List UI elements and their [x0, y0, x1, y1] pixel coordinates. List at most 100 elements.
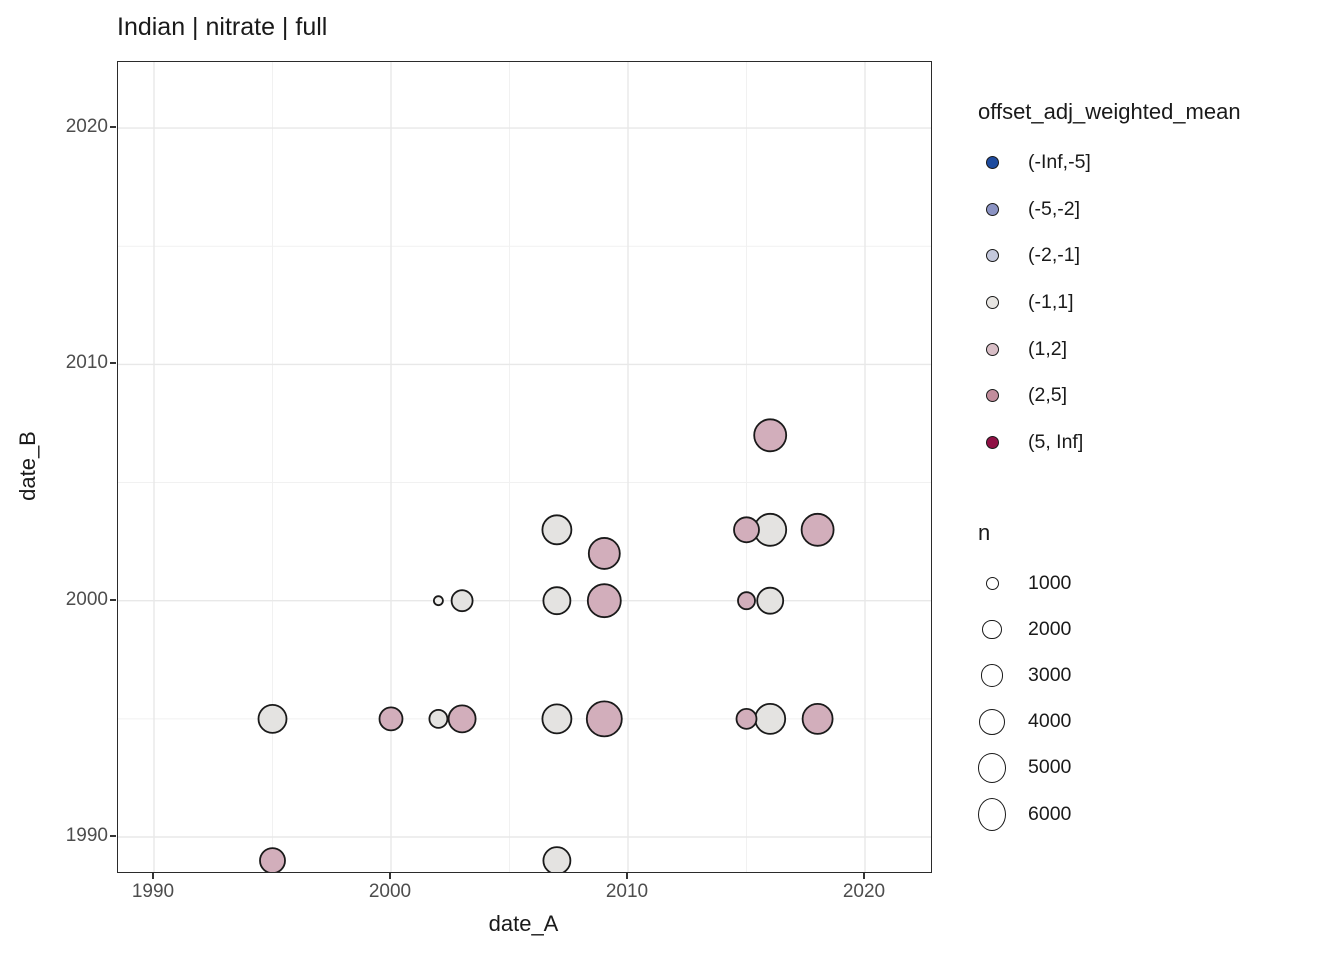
size-legend-label: 3000	[1028, 663, 1072, 686]
size-legend-item: 1000	[978, 560, 1338, 606]
color-legend-items: (-Inf,-5] (-5,-2] (-2,-1] (-1,1] (1,2] (2,5] (…	[978, 139, 1338, 466]
y-tick-label: 2020	[65, 116, 108, 138]
data-point	[428, 708, 449, 729]
size-legend-item: 3000	[978, 652, 1338, 698]
size-legend-label: 4000	[1028, 710, 1072, 733]
color-key-icon	[978, 285, 1006, 319]
data-point	[450, 589, 474, 613]
color-key-dot-icon	[985, 249, 999, 263]
size-legend-label: 5000	[1028, 756, 1072, 779]
x-tick-label: 2010	[605, 881, 649, 902]
data-point	[585, 700, 623, 738]
size-key-circle-icon	[978, 797, 1006, 831]
data-point	[586, 583, 622, 619]
x-tick-mark	[626, 873, 628, 879]
data-point	[735, 707, 758, 730]
color-legend-label: (2,5]	[1028, 384, 1068, 407]
data-point	[378, 706, 404, 732]
color-legend-item: (-2,-1]	[978, 232, 1338, 279]
size-legend-item: 2000	[978, 606, 1338, 652]
size-legend-items: 1000 2000 3000 4000 5000 6000	[978, 560, 1338, 837]
color-key-dot-icon	[985, 342, 999, 356]
size-key-icon	[978, 612, 1006, 646]
data-point	[737, 591, 756, 611]
data-point	[542, 846, 572, 872]
x-tick-mark	[863, 873, 865, 879]
y-tick-label: 1990	[65, 825, 108, 846]
x-tick-mark	[389, 873, 391, 879]
size-key-icon	[978, 705, 1006, 739]
color-key-icon	[978, 145, 1006, 179]
color-legend-label: (-Inf,-5]	[1028, 150, 1091, 173]
color-legend-item: (1,2]	[978, 326, 1338, 373]
data-point	[432, 595, 444, 607]
x-axis-title: date_A	[488, 911, 559, 936]
size-legend-title: n	[978, 520, 991, 545]
size-key-circle-icon	[979, 708, 1005, 735]
color-legend-label: (-5,-2]	[1028, 197, 1081, 220]
data-point	[801, 702, 834, 735]
color-legend-label: (-1,1]	[1028, 290, 1074, 313]
size-key-icon	[978, 751, 1006, 785]
data-point	[542, 586, 572, 616]
data-point	[753, 418, 788, 453]
color-legend-label: (5, Inf]	[1028, 430, 1084, 453]
color-key-icon	[978, 192, 1006, 226]
x-tick-label: 2020	[842, 881, 886, 902]
data-point	[733, 516, 760, 544]
color-legend: offset_adj_weighted_mean (-Inf,-5] (-5,-2…	[978, 99, 1338, 466]
size-legend-item: 6000	[978, 791, 1338, 837]
color-key-dot-icon	[985, 435, 999, 449]
size-key-circle-icon	[980, 664, 1004, 687]
size-key-icon	[978, 797, 1006, 831]
color-legend-label: (-2,-1]	[1028, 244, 1081, 267]
color-key-dot-icon	[985, 155, 999, 169]
x-tick-label: 2000	[368, 881, 412, 902]
plot-panel	[117, 61, 932, 873]
y-tick-label: 2010	[65, 352, 108, 374]
color-key-icon	[978, 239, 1006, 273]
data-point	[541, 514, 573, 546]
plot-title: Indian | nitrate | full	[117, 13, 328, 41]
color-legend-title: offset_adj_weighted_mean	[978, 99, 1241, 124]
y-tick-mark	[110, 126, 116, 129]
size-legend-label: 6000	[1028, 802, 1072, 825]
size-key-circle-icon	[985, 576, 999, 590]
size-legend-label: 2000	[1028, 617, 1072, 640]
data-point	[447, 704, 477, 734]
color-key-dot-icon	[985, 295, 999, 309]
size-key-icon	[978, 658, 1006, 692]
color-key-icon	[978, 425, 1006, 459]
data-point	[259, 847, 286, 872]
size-legend-item: 5000	[978, 745, 1338, 791]
y-tick-mark	[110, 362, 116, 365]
size-key-icon	[978, 566, 1006, 600]
data-point	[800, 512, 835, 547]
color-key-icon	[978, 379, 1006, 413]
y-tick-mark	[110, 598, 116, 601]
data-point	[756, 586, 785, 615]
color-legend-item: (2,5]	[978, 372, 1338, 419]
y-tick-label: 2000	[65, 588, 108, 610]
data-point	[754, 702, 787, 735]
color-legend-item: (-5,-2]	[978, 186, 1338, 233]
color-legend-item: (-1,1]	[978, 279, 1338, 326]
y-tick-mark	[110, 835, 116, 837]
size-legend-label: 1000	[1028, 571, 1072, 594]
color-key-dot-icon	[985, 202, 999, 216]
data-point	[257, 703, 288, 734]
color-legend-label: (1,2]	[1028, 337, 1068, 360]
x-tick-label: 1990	[131, 881, 175, 902]
data-point	[541, 703, 573, 735]
color-key-dot-icon	[985, 389, 999, 403]
color-legend-item: (-Inf,-5]	[978, 139, 1338, 186]
y-axis-title: date_B	[15, 431, 40, 501]
size-key-circle-icon	[982, 619, 1002, 640]
color-key-icon	[978, 332, 1006, 366]
data-point	[587, 537, 621, 570]
size-key-circle-icon	[978, 753, 1006, 783]
plot-canvas	[118, 62, 931, 872]
color-legend-item: (5, Inf]	[978, 419, 1338, 466]
size-legend: n 1000 2000 3000 4000 5000 6000	[978, 520, 1338, 837]
